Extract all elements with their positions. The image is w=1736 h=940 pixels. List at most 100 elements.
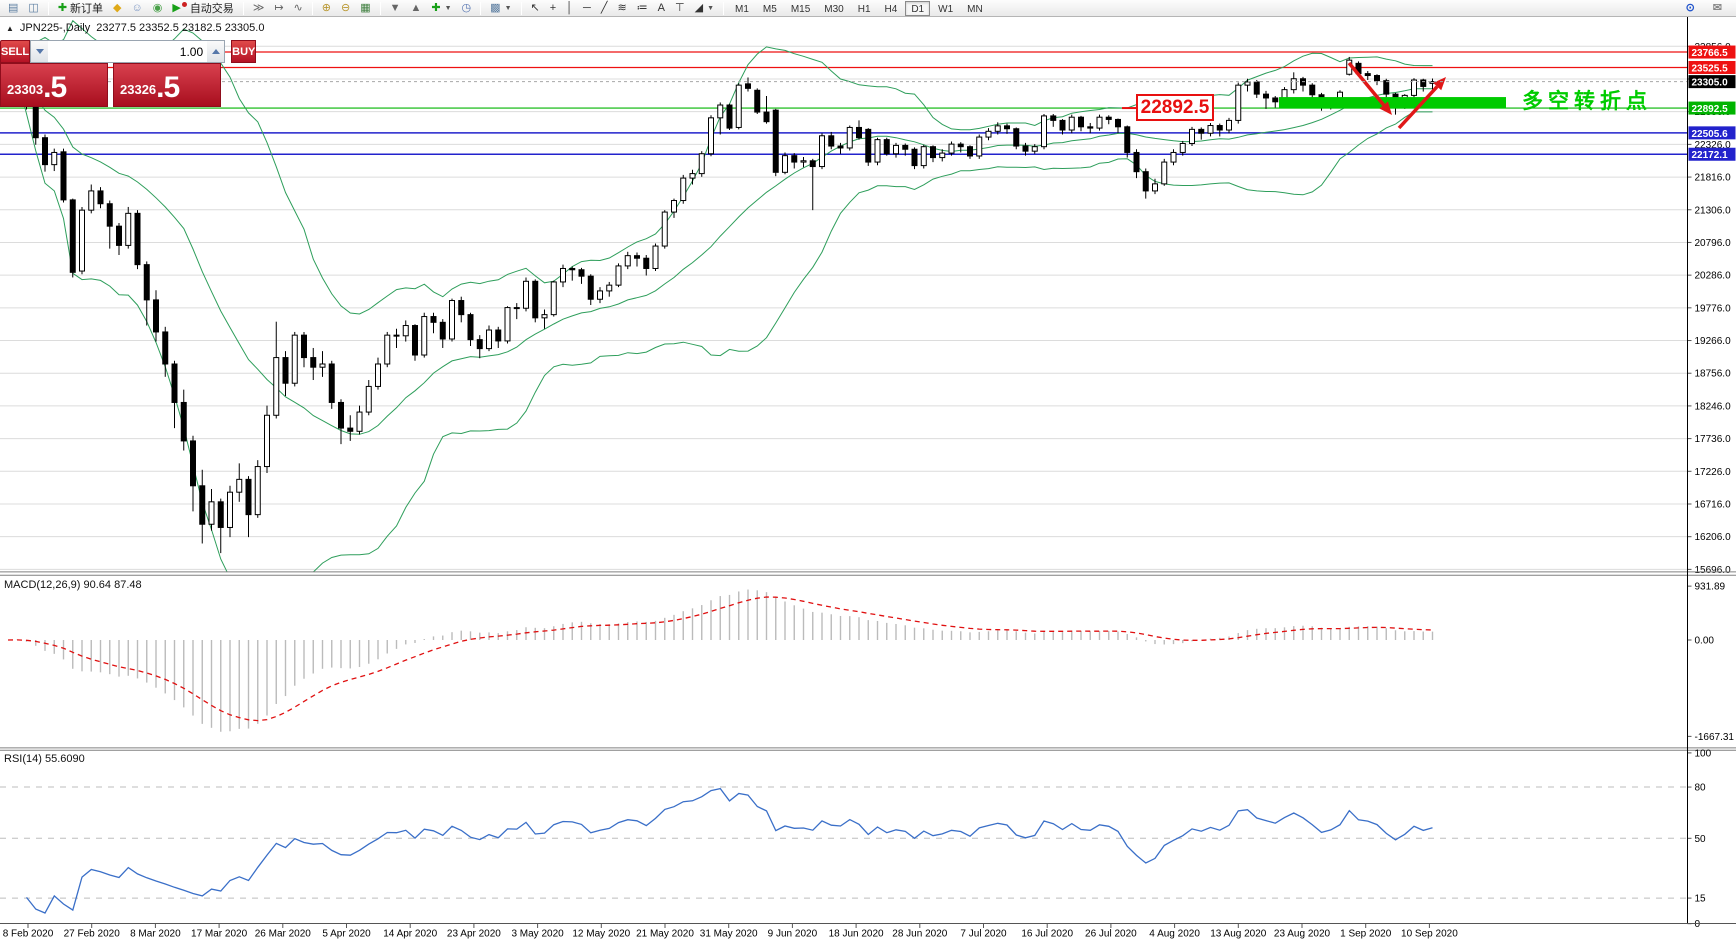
candlestick-series [5,56,1436,554]
dropdown-caret-icon: ▼ [707,4,715,12]
sell-button[interactable]: SELL [0,40,31,63]
signals-icon: ◉ [152,1,163,14]
date-axis[interactable]: 8 Feb 2020 27 Feb 2020 8 Mar 2020 17 Mar 20… [3,923,1459,940]
shapes-tool-icon: ◢ [694,1,704,14]
buy-price-main: 23326 [120,82,157,97]
autotrading-button[interactable]: ▶ 自动交易 [172,1,234,15]
bar-chart-icon[interactable]: ▼ [385,1,406,16]
timeframe-h1-button[interactable]: H1 [857,3,871,15]
rsi-levels [0,786,1688,899]
rsi-line [25,787,1433,914]
svg-text:19776.0: 19776.0 [1695,303,1732,314]
support-zone-band[interactable] [1279,97,1506,109]
horizontal-line-icon[interactable]: ─ [578,1,596,16]
turning-point-annotation-text[interactable]: 多空转折点 [1522,90,1652,113]
candlestick-mode-icon: ▲ [410,1,422,14]
timeframe-m15-button[interactable]: M15 [790,3,811,15]
trendline-icon[interactable]: ╱ [596,1,613,16]
add-indicator-button[interactable]: ✚ ▼ [426,1,456,16]
buy-price-button[interactable]: 23326 .5 [113,63,221,107]
horizontal-line-icon: ─ [583,1,591,14]
svg-text:27 Feb 2020: 27 Feb 2020 [64,929,121,940]
tile-windows-icon: ▦ [360,1,371,14]
timeframe-mn-button[interactable]: MN [967,3,983,15]
svg-text:13 Aug 2020: 13 Aug 2020 [1210,929,1267,940]
bar-chart-icon: ▼ [389,1,401,14]
svg-text:8 Feb 2020: 8 Feb 2020 [3,929,54,940]
fibonacci-icon: ≔ [636,1,648,14]
level-price-label: 22892.5 [1692,104,1729,115]
crosshair-icon[interactable]: + [545,1,561,16]
autoscroll-icon: ≫ [252,1,265,14]
toolbar-separator [520,1,522,15]
ohlc-line-icon: ∿ [293,1,303,14]
volume-increase-button[interactable] [207,41,225,62]
svg-text:31 May 2020: 31 May 2020 [700,929,758,940]
timeframe-m1-button[interactable]: M1 [735,3,749,15]
fibonacci-icon[interactable]: ≔ [632,1,653,16]
deposit-icon[interactable]: ◆ [108,1,126,16]
accounts-icon[interactable]: ☺ [127,1,148,16]
zoom-out-icon[interactable]: ⊖ [336,1,355,16]
vertical-line-icon[interactable]: │ [561,1,578,16]
tile-windows-icon[interactable]: ▦ [355,1,375,16]
equidistant-channel-icon[interactable]: ≋ [612,1,631,16]
svg-text:21816.0: 21816.0 [1695,173,1732,184]
symbol-marker-icon: ▲ [6,23,14,33]
svg-text:-1667.31: -1667.31 [1695,732,1735,743]
dropdown-caret-icon: ▼ [504,4,512,12]
accounts-icon: ☺ [131,1,143,14]
add-indicator-button: ✚ [431,1,441,14]
chart-shift-icon[interactable]: ↦ [269,1,288,16]
buy-button[interactable]: BUY [231,40,257,63]
timeframe-m30-button[interactable]: M30 [824,3,844,15]
timeframe-h4-button[interactable]: H4 [884,3,898,15]
cursor-icon[interactable]: ↖ [526,1,545,16]
candlestick-mode-icon[interactable]: ▲ [406,1,427,16]
toolbar-separator [480,1,482,15]
volume-input[interactable] [48,41,208,62]
text-label-icon[interactable]: ⊤ [670,1,690,16]
symbol-ohlc-values: 23277.5 23352.5 23182.5 23305.0 [96,22,265,34]
svg-text:16 Jul 2020: 16 Jul 2020 [1021,929,1073,940]
text-tool-icon[interactable]: A [653,1,670,16]
new-order-button: ✚ [57,1,68,14]
timeframe-m5-button[interactable]: M5 [762,3,777,15]
svg-text:50: 50 [1695,834,1707,845]
svg-text:28 Jun 2020: 28 Jun 2020 [892,929,947,940]
one-click-trading-panel: SELL BUY 23303 .5 23326 .5 [0,40,257,107]
trend-arrows[interactable] [1347,61,1446,130]
svg-text:21306.0: 21306.0 [1695,205,1732,216]
cursor-icon: ↖ [530,1,540,14]
autoscroll-icon[interactable]: ≫ [248,1,270,16]
rsi-axis-labels: 100 80 50 15 0 [1687,748,1712,930]
buy-price-fraction: .5 [156,71,180,104]
svg-text:23 Apr 2020: 23 Apr 2020 [447,929,501,940]
zoom-in-icon[interactable]: ⊕ [317,1,336,16]
chart-template-icon[interactable]: ▩ ▼ [485,1,516,16]
shapes-tool-icon[interactable]: ◢ ▼ [690,1,719,16]
svg-text:17226.0: 17226.0 [1695,467,1732,478]
svg-text:7 Jul 2020: 7 Jul 2020 [960,929,1007,940]
svg-text:931.89: 931.89 [1695,582,1726,593]
charts-window-icon[interactable]: ▤ [3,1,23,16]
svg-text:4 Aug 2020: 4 Aug 2020 [1149,929,1200,940]
timeframe-d1-button[interactable]: D1 [905,0,931,16]
symbol-name: JPN225-,Daily [19,22,91,34]
timeframe-w1-button[interactable]: W1 [938,3,954,15]
new-order-button[interactable]: ✚ 新订单 [57,1,104,16]
sell-price-button[interactable]: 23303 .5 [0,63,108,107]
pivot-price-annotation[interactable]: 22892.5 [1136,94,1214,121]
chat-icon[interactable]: ✉ [1712,1,1722,14]
zoom-out-icon: ⊖ [340,1,351,14]
signals-icon[interactable]: ◉ [148,1,168,16]
profiles-icon[interactable]: ◫ [23,1,43,16]
volume-decrease-button[interactable] [31,41,49,62]
svg-text:10 Sep 2020: 10 Sep 2020 [1401,929,1458,940]
autotrading-button: ▶ [172,1,181,14]
periods-clock-icon[interactable]: ◷ [457,1,477,16]
ohlc-line-icon[interactable]: ∿ [289,1,308,16]
search-icon[interactable]: ⊙ [1685,1,1695,14]
